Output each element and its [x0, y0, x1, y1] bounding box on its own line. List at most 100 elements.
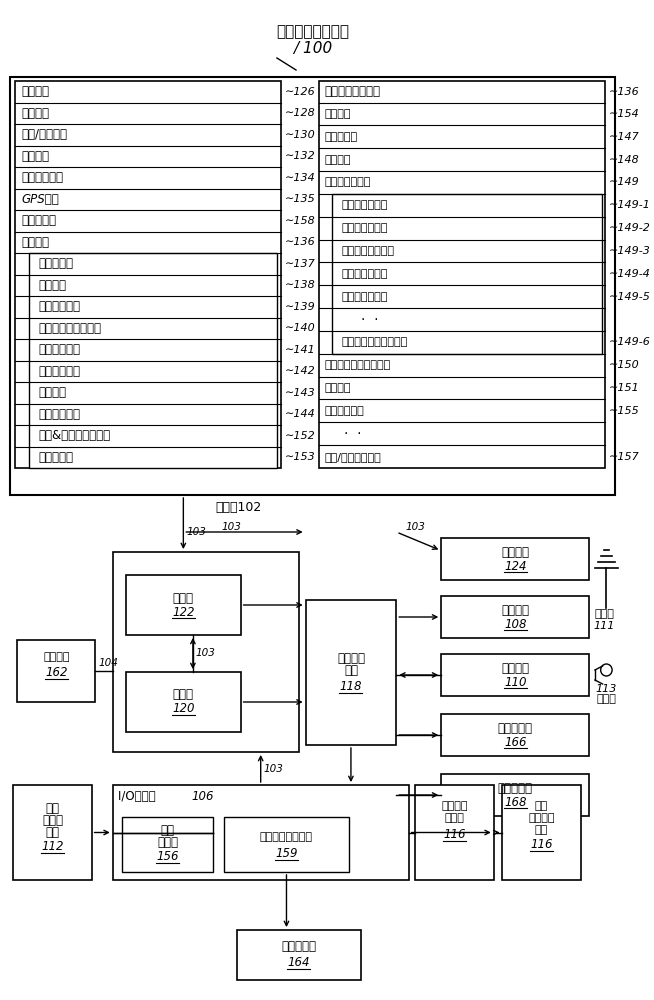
Text: 103: 103	[406, 522, 426, 532]
Text: 显示: 显示	[161, 824, 175, 837]
Bar	[441, 714, 589, 756]
Text: 搜索模块: 搜索模块	[324, 383, 351, 393]
Text: 存储器102: 存储器102	[216, 501, 262, 514]
Text: ∼144: ∼144	[284, 409, 315, 419]
Text: 应用程序: 应用程序	[21, 236, 49, 249]
Text: 股市桌面小程序: 股市桌面小程序	[342, 223, 388, 233]
Text: 103: 103	[264, 764, 283, 774]
Bar	[112, 785, 409, 880]
Text: 168: 168	[504, 796, 526, 808]
Text: ∼149-4: ∼149-4	[610, 269, 651, 279]
Text: 控制器: 控制器	[445, 814, 464, 824]
Text: 116: 116	[530, 838, 553, 851]
Text: 124: 124	[504, 560, 526, 572]
Bar	[10, 77, 615, 495]
Text: ∼149-2: ∼149-2	[610, 223, 651, 233]
Text: 光学传感器: 光学传感器	[281, 940, 317, 954]
Text: ∼138: ∼138	[284, 280, 315, 290]
Text: 联系人模块: 联系人模块	[38, 257, 73, 270]
Text: 164: 164	[288, 956, 310, 970]
Text: 处理器: 处理器	[173, 688, 194, 702]
Text: 图形模块: 图形模块	[21, 150, 49, 163]
Text: 设备/全局内部状态: 设备/全局内部状态	[324, 452, 381, 462]
Bar	[224, 817, 349, 872]
Text: ∼147: ∼147	[610, 132, 640, 142]
Bar	[29, 253, 277, 468]
Text: 166: 166	[504, 736, 526, 748]
Text: 天气桌面小程序: 天气桌面小程序	[342, 200, 388, 210]
Text: 118: 118	[339, 680, 362, 693]
Text: ∼143: ∼143	[284, 388, 315, 398]
Text: 106: 106	[191, 790, 213, 804]
Bar	[237, 930, 361, 980]
Text: ∼148: ∼148	[610, 155, 640, 165]
Text: 通信模块: 通信模块	[21, 107, 49, 120]
Text: 射频电路: 射频电路	[501, 603, 529, 616]
Text: 111: 111	[594, 621, 615, 631]
Text: 159: 159	[275, 847, 298, 860]
Text: ∼141: ∼141	[284, 345, 315, 355]
Text: 测试输入模块: 测试输入模块	[21, 171, 63, 184]
Text: 108: 108	[504, 617, 526, 631]
Text: 其他输入: 其他输入	[441, 802, 468, 812]
Text: ∼136: ∼136	[284, 237, 315, 247]
Text: ∼150: ∼150	[610, 360, 640, 370]
Text: 浏览器模块: 浏览器模块	[324, 132, 358, 142]
Text: 外围设备: 外围设备	[337, 652, 365, 665]
Bar	[305, 600, 396, 745]
Text: 扬声器: 扬声器	[594, 609, 614, 619]
Text: ∼149-5: ∼149-5	[610, 292, 651, 302]
Text: ∼149: ∼149	[610, 177, 640, 187]
Text: 156: 156	[156, 850, 179, 863]
Text: 接近传感器: 接近传感器	[498, 722, 533, 734]
Text: 103: 103	[222, 522, 241, 532]
Text: ∼136: ∼136	[610, 87, 640, 97]
Text: I/O子系统: I/O子系统	[118, 790, 160, 804]
Bar	[319, 81, 606, 468]
Text: ∼132: ∼132	[284, 151, 315, 161]
Bar	[126, 672, 241, 732]
Text: 即时消息模块: 即时消息模块	[38, 343, 80, 356]
Bar	[112, 552, 299, 752]
Bar	[13, 785, 92, 880]
Text: 其它: 其它	[535, 802, 548, 812]
Text: ·  ·: · ·	[361, 313, 379, 327]
Text: ∼142: ∼142	[284, 366, 315, 376]
Text: ∼139: ∼139	[284, 302, 315, 312]
Text: 应用程序（续前）: 应用程序（续前）	[324, 85, 381, 98]
Text: 计算器桌面小程序: 计算器桌面小程序	[342, 246, 395, 256]
Text: GPS模块: GPS模块	[21, 193, 59, 206]
Text: ∼130: ∼130	[284, 130, 315, 140]
Text: 103: 103	[186, 527, 206, 537]
Bar	[502, 785, 581, 880]
Text: ∼152: ∼152	[284, 431, 315, 441]
Text: ∼155: ∼155	[610, 406, 640, 416]
Text: 122: 122	[172, 605, 195, 618]
Text: 便携式多功能设备: 便携式多功能设备	[276, 24, 349, 39]
Text: 104: 104	[98, 658, 118, 668]
Bar	[17, 640, 95, 702]
Text: ∼140: ∼140	[284, 323, 315, 333]
Text: 麦克风: 麦克风	[596, 694, 616, 704]
Text: 在线视频模块: 在线视频模块	[324, 406, 364, 416]
Text: ∼126: ∼126	[284, 87, 315, 97]
Text: ∼158: ∼158	[284, 216, 315, 226]
Text: 用户创建的桌面小程序: 用户创建的桌面小程序	[342, 337, 408, 347]
Text: 120: 120	[172, 702, 195, 716]
Text: 词典桌面小程序: 词典桌面小程序	[342, 292, 388, 302]
Bar	[441, 654, 589, 696]
Text: 显示器: 显示器	[42, 814, 63, 827]
Text: 健身支持模块: 健身支持模块	[38, 365, 80, 378]
Text: 113: 113	[596, 684, 617, 694]
Text: 外部端口: 外部端口	[501, 546, 529, 558]
Text: 仲裁器模块: 仲裁器模块	[21, 214, 56, 227]
Text: 图像管理模块: 图像管理模块	[38, 408, 80, 421]
Text: ∼153: ∼153	[284, 452, 315, 462]
Text: 设备: 设备	[535, 826, 548, 836]
Bar	[126, 575, 241, 635]
Text: 输入控制: 输入控制	[528, 814, 555, 824]
Text: 接触/运动模块: 接触/运动模块	[21, 128, 67, 141]
Text: ∼135: ∼135	[284, 194, 315, 204]
Bar	[441, 596, 589, 638]
Text: 取向传感器: 取向传感器	[498, 782, 533, 794]
